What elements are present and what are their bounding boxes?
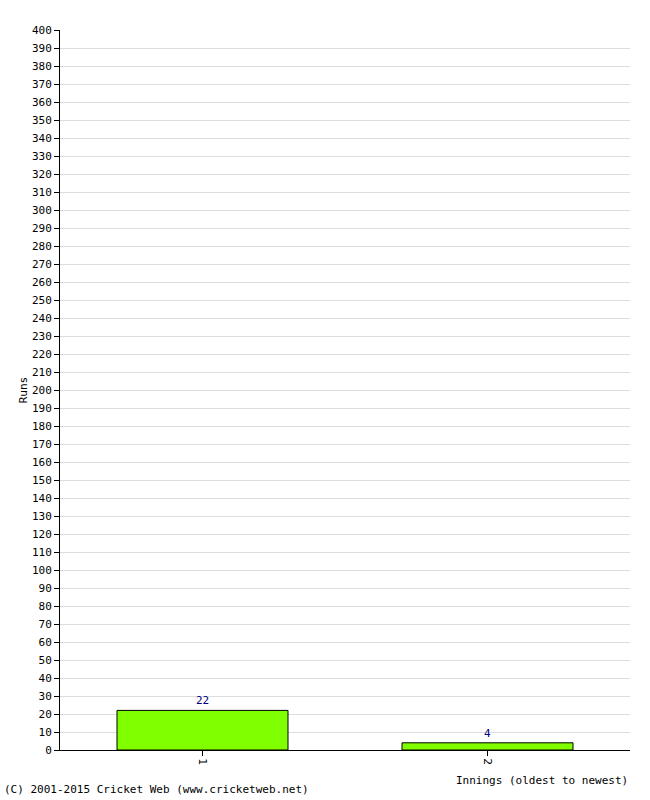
svg-text:260: 260 [32,276,52,289]
svg-text:290: 290 [32,222,52,235]
svg-text:10: 10 [39,726,52,739]
svg-text:Innings (oldest to newest): Innings (oldest to newest) [456,774,628,787]
svg-text:310: 310 [32,186,52,199]
svg-text:200: 200 [32,384,52,397]
svg-text:140: 140 [32,492,52,505]
svg-text:80: 80 [39,600,52,613]
svg-text:100: 100 [32,564,52,577]
svg-text:4: 4 [484,727,491,740]
svg-text:220: 220 [32,348,52,361]
svg-text:230: 230 [32,330,52,343]
svg-text:170: 170 [32,438,52,451]
svg-text:150: 150 [32,474,52,487]
svg-text:330: 330 [32,150,52,163]
svg-text:Runs: Runs [17,377,30,404]
svg-text:210: 210 [32,366,52,379]
svg-text:280: 280 [32,240,52,253]
svg-text:90: 90 [39,582,52,595]
svg-text:160: 160 [32,456,52,469]
svg-text:240: 240 [32,312,52,325]
svg-text:300: 300 [32,204,52,217]
svg-text:2: 2 [481,758,494,765]
svg-text:180: 180 [32,420,52,433]
svg-text:320: 320 [32,168,52,181]
svg-text:22: 22 [196,694,209,707]
svg-text:50: 50 [39,654,52,667]
svg-text:120: 120 [32,528,52,541]
svg-text:130: 130 [32,510,52,523]
svg-text:270: 270 [32,258,52,271]
svg-text:250: 250 [32,294,52,307]
svg-text:400: 400 [32,24,52,37]
svg-text:70: 70 [39,618,52,631]
svg-text:190: 190 [32,402,52,415]
svg-text:380: 380 [32,60,52,73]
svg-text:60: 60 [39,636,52,649]
svg-text:110: 110 [32,546,52,559]
svg-text:390: 390 [32,42,52,55]
svg-text:40: 40 [39,672,52,685]
svg-text:(C) 2001-2015 Cricket Web (www: (C) 2001-2015 Cricket Web (www.cricketwe… [4,783,309,796]
svg-text:20: 20 [39,708,52,721]
svg-text:350: 350 [32,114,52,127]
svg-text:370: 370 [32,78,52,91]
svg-text:0: 0 [45,744,52,757]
svg-text:1: 1 [196,758,209,765]
svg-text:360: 360 [32,96,52,109]
svg-text:30: 30 [39,690,52,703]
svg-text:340: 340 [32,132,52,145]
